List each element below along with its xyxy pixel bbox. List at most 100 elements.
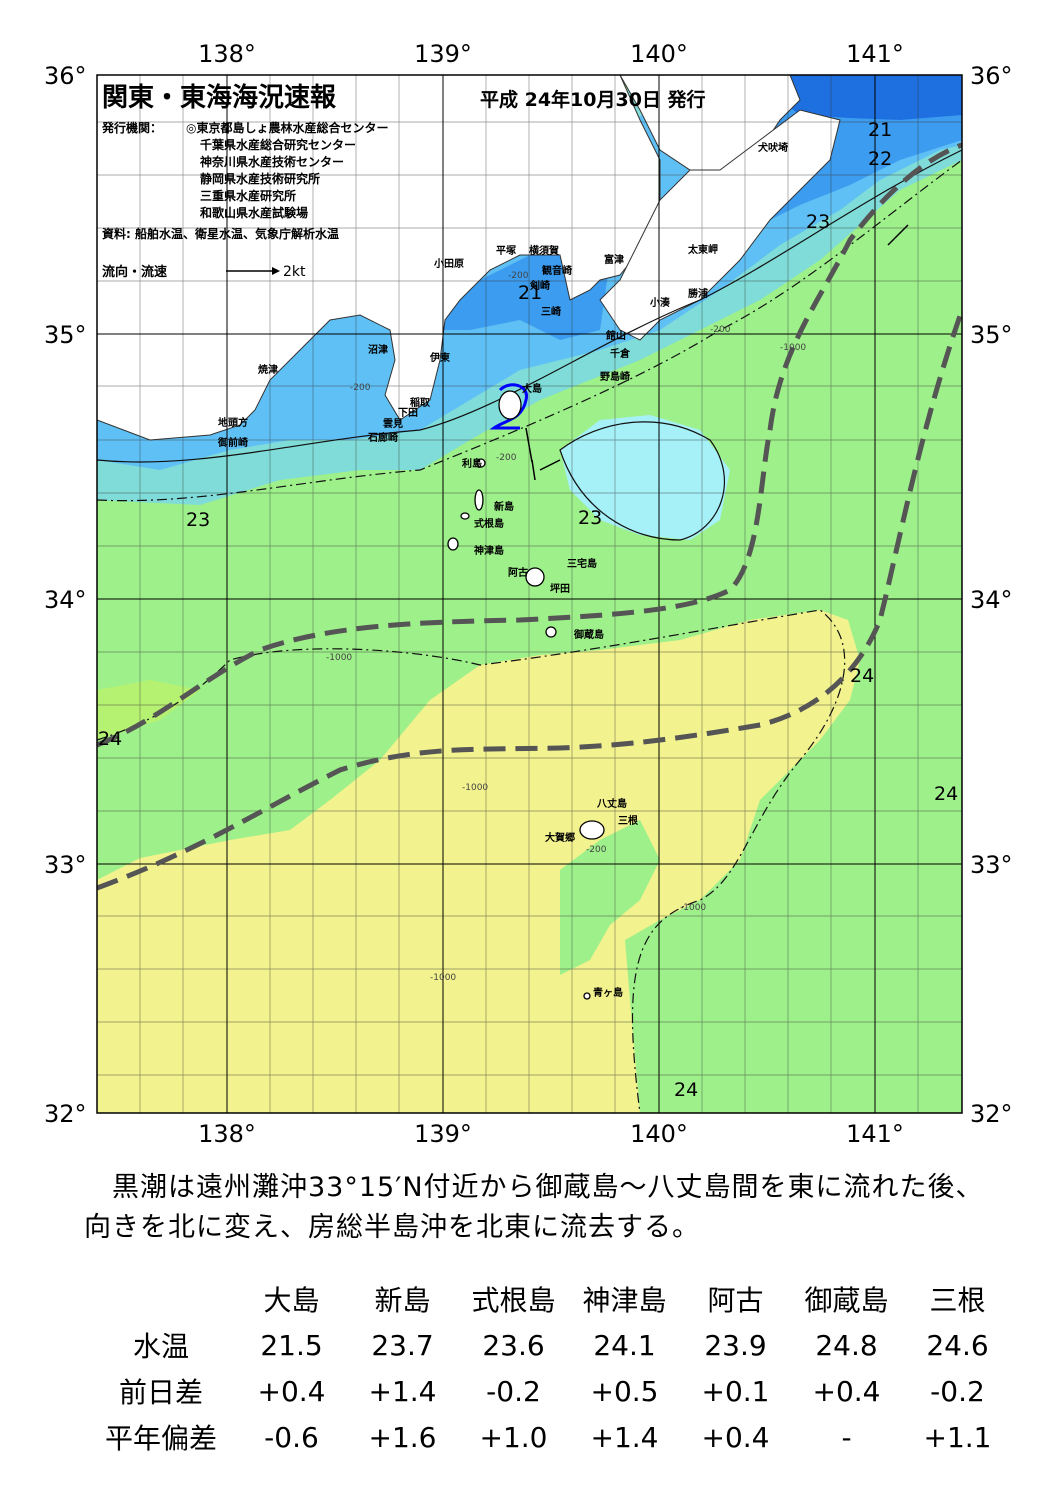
depth-label: -1000 — [430, 973, 456, 983]
contour-label: 24 — [850, 665, 874, 687]
lon-tick-label: 140° — [630, 40, 688, 68]
column-header: 式根島 — [471, 1284, 556, 1317]
place-label: 御蔵島 — [573, 628, 604, 641]
contour-label: 24 — [674, 1079, 698, 1101]
place-label: 阿古 — [508, 566, 528, 579]
table-cell: - — [841, 1420, 852, 1454]
island-oshima — [498, 390, 522, 420]
table-cell: 24.8 — [815, 1328, 878, 1362]
lat-tick-label: 36° — [44, 62, 87, 90]
zone-20 — [780, 75, 962, 120]
zone-24-pocket-b — [97, 680, 200, 740]
table-cell: 23.7 — [371, 1328, 434, 1362]
island-niijima — [474, 489, 484, 511]
current-vectors — [525, 224, 909, 481]
source-note: 資料: 船舶水温、衛星水温、気象庁解析水温 — [102, 226, 339, 241]
place-label: 石廊崎 — [367, 431, 398, 444]
issuer-item: 三重県水産研究所 — [200, 188, 296, 203]
place-label: 焼津 — [258, 363, 278, 376]
lat-tick-label: 36° — [970, 62, 1013, 90]
issuers-label: 発行機関： — [101, 120, 162, 135]
table-cell: +0.1 — [701, 1374, 770, 1408]
column-header: 阿古 — [707, 1284, 764, 1317]
depth-label: -200 — [350, 383, 371, 393]
place-label: 伊東 — [429, 351, 450, 364]
island-toshima — [476, 458, 486, 468]
graticule-major — [97, 75, 962, 1113]
contour-label: 24 — [934, 783, 958, 805]
place-label: 坪田 — [550, 582, 570, 595]
lat-tick-label: 33° — [970, 851, 1013, 879]
place-label: 観音崎 — [542, 264, 572, 277]
row-label: 平年偏差 — [104, 1422, 217, 1455]
place-label: 犬吠埼 — [758, 141, 788, 154]
lat-tick-label: 32° — [970, 1100, 1013, 1128]
map-title: 関東・東海海況速報 — [102, 83, 337, 113]
place-label: 富津 — [604, 253, 624, 266]
place-label: 神津島 — [474, 544, 504, 557]
summary-caption: 黒潮は遠州灘沖33°15′N付近から御蔵島～八丈島間を東に流れた後、向きを北に変… — [84, 1172, 984, 1243]
table-cell: +0.4 — [701, 1420, 770, 1454]
place-label: 太東岬 — [687, 243, 718, 256]
island-hachijojima — [579, 820, 605, 840]
contour-label: 23 — [806, 211, 830, 233]
island-shikinejima — [460, 512, 470, 520]
place-label: 三根 — [618, 814, 638, 827]
lat-tick-label: 34° — [970, 586, 1013, 614]
island-aogashima — [583, 992, 591, 1000]
column-header: 三根 — [929, 1284, 986, 1317]
table-header-row: 大島 新島 式根島 神津島 阿古 御蔵島 三根 — [86, 1276, 1013, 1322]
table-cell: -0.2 — [486, 1374, 541, 1408]
table-corner — [86, 1276, 236, 1322]
issuer-item: 千葉県水産総合研究センター — [200, 137, 356, 152]
zone-23-tongue — [560, 415, 730, 540]
row-label: 水温 — [132, 1330, 189, 1363]
lat-tick-label: 33° — [44, 851, 87, 879]
table-cell: +1.4 — [590, 1420, 659, 1454]
islands — [447, 390, 605, 1000]
place-label: 青ヶ島 — [593, 986, 623, 999]
table-cell: +0.4 — [257, 1374, 326, 1408]
land-boso — [599, 109, 841, 341]
table-cell: 23.9 — [704, 1328, 767, 1362]
island-kozushima — [447, 537, 459, 551]
place-label: 利島 — [462, 457, 482, 470]
table-cell: 21.5 — [260, 1328, 323, 1362]
buoy-track — [489, 383, 528, 430]
kuroshio-axes — [97, 142, 962, 891]
place-label: 下田 — [398, 407, 418, 419]
issuer-item: ◎東京都島しょ農林水産総合センター — [186, 120, 388, 135]
place-label: 小湊 — [649, 296, 671, 309]
issue-date: 平成 24年10月30日 発行 — [480, 88, 706, 111]
table-cell: +0.5 — [590, 1374, 659, 1408]
place-label: 剣崎 — [529, 279, 550, 292]
place-label: 大賀郷 — [545, 831, 575, 844]
lon-tick-label: 139° — [414, 40, 472, 68]
island-miyakejima — [525, 567, 545, 587]
contour-label: 24 — [98, 728, 122, 750]
contour-label: 22 — [868, 148, 892, 170]
place-label: 三崎 — [541, 305, 561, 318]
table-cell: +1.1 — [923, 1420, 992, 1454]
island-mikurajima — [545, 626, 557, 638]
table-cell: 24.6 — [926, 1328, 989, 1362]
table-cell: -0.2 — [930, 1374, 985, 1408]
depth-label: -200 — [508, 271, 529, 281]
legend-arrowhead — [272, 267, 280, 275]
place-label: 雲見 — [383, 418, 403, 430]
place-label: 千倉 — [610, 347, 631, 360]
lat-tick-label: 35° — [970, 321, 1013, 349]
depth-label: -1000 — [780, 343, 806, 353]
legend-value: 2kt — [283, 264, 306, 280]
row-label: 前日差 — [118, 1376, 203, 1409]
place-label: 勝浦 — [688, 287, 708, 300]
depth-label: -1000 — [680, 903, 706, 913]
lon-tick-label: 138° — [198, 1120, 256, 1148]
place-label: 三宅島 — [567, 557, 597, 570]
lat-tick-label: 32° — [44, 1100, 87, 1128]
table-cell: -0.6 — [264, 1420, 319, 1454]
station-table: 大島 新島 式根島 神津島 阿古 御蔵島 三根 水温 21.5 23.7 23.… — [86, 1276, 1013, 1460]
depth-label: -1000 — [462, 783, 488, 793]
lon-tick-label: 141° — [846, 1120, 904, 1148]
place-label: 式根島 — [474, 517, 504, 530]
